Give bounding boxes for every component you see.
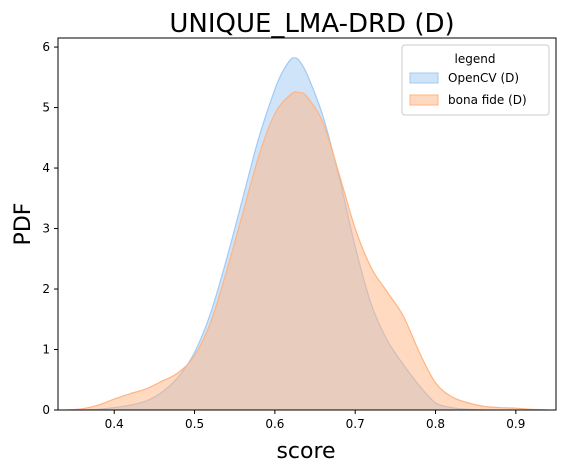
x-tick-label: 0.4 [105,417,124,431]
area-bona-fide-d [66,91,548,410]
x-axis: 0.4 0.5 0.6 0.7 0.8 0.9 [105,410,525,431]
x-tick-label: 0.9 [506,417,525,431]
legend-label-opencv: OpenCV (D) [448,71,519,85]
y-tick-label: 1 [42,343,50,357]
y-tick-label: 3 [42,222,50,236]
x-tick-label: 0.7 [346,417,365,431]
y-axis-label: PDF [11,203,36,246]
y-tick-label: 0 [42,403,50,417]
legend-box [401,44,550,116]
y-axis: 0 1 2 3 4 5 6 [42,40,58,417]
y-tick-label: 2 [42,282,50,296]
legend-label-bona-fide: bona fide (D) [448,93,527,107]
legend-swatch-bona-fide [409,94,439,106]
legend-title: legend [455,52,496,66]
y-tick-label: 6 [42,40,50,54]
y-tick-label: 4 [42,161,50,175]
series-layer [65,57,548,411]
x-tick-label: 0.5 [185,417,204,431]
legend: legend OpenCV (D) bona fide (D) [401,44,550,116]
x-tick-label: 0.6 [265,417,284,431]
chart-title: UNIQUE_LMA-DRD (D) [169,9,454,39]
x-axis-label: score [276,439,335,464]
x-tick-label: 0.8 [426,417,445,431]
line-bona-fide-d [65,91,548,411]
plot-frame [57,37,557,411]
legend-swatch-opencv [409,72,439,84]
y-tick-label: 5 [42,101,50,115]
